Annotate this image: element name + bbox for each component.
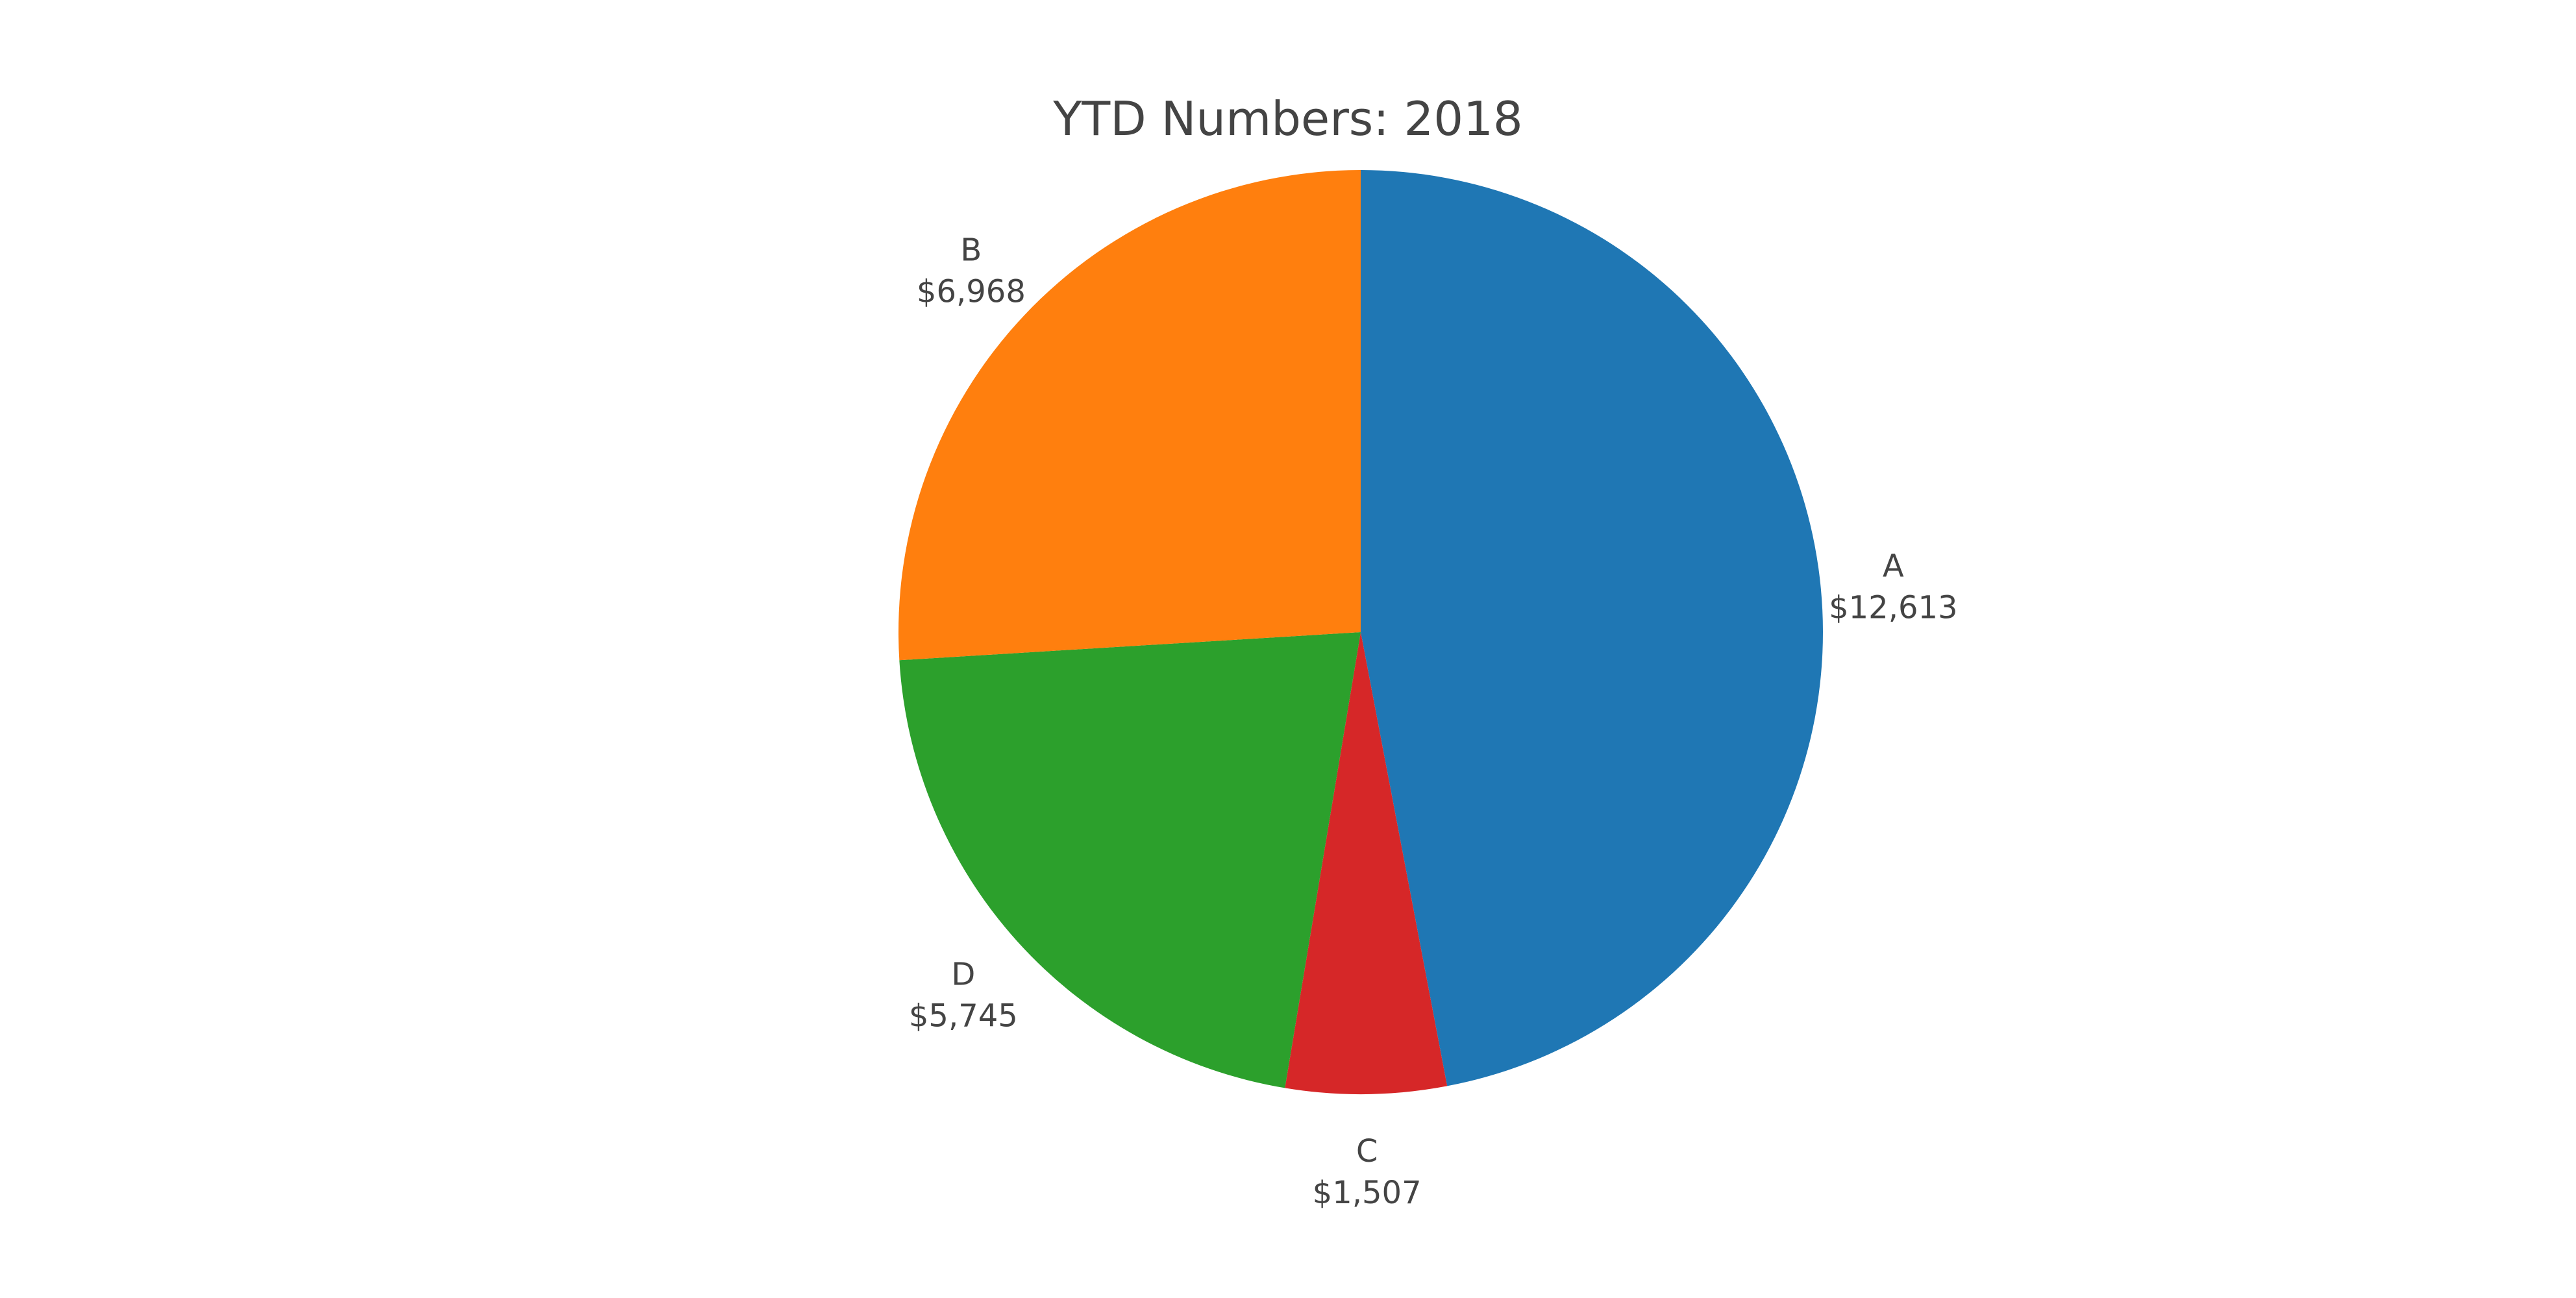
slice-value-a: $12,613: [1829, 590, 1958, 626]
pie-slice-b[interactable]: [898, 170, 1361, 661]
slice-label-d: D: [951, 957, 975, 993]
slice-label-b: B: [960, 232, 982, 268]
pie-slices: [898, 170, 1823, 1094]
slice-value-d: $5,745: [909, 998, 1018, 1035]
pie-labels: A $12,613 C $1,507 D $5,745 B $6,968: [909, 232, 1958, 1211]
slice-value-c: $1,507: [1313, 1175, 1422, 1211]
pie-slice-c[interactable]: [1285, 632, 1448, 1094]
slice-value-b: $6,968: [917, 273, 1026, 310]
chart-title: YTD Numbers: 2018: [1052, 92, 1522, 146]
pie-slice-d[interactable]: [899, 632, 1361, 1088]
slice-label-a: A: [1883, 548, 1904, 585]
pie-slice-a[interactable]: [1361, 170, 1823, 1086]
slice-label-c: C: [1356, 1133, 1378, 1169]
